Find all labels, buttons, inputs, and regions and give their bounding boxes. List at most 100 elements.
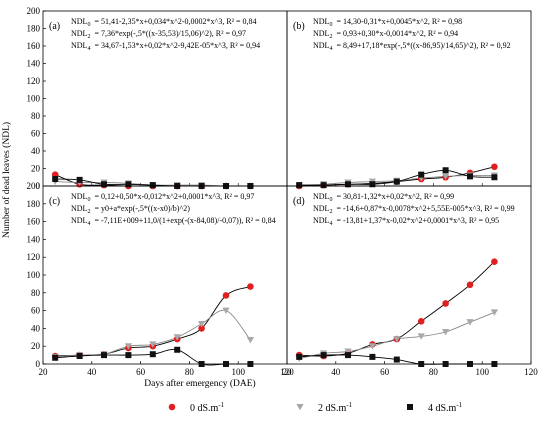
data-point <box>393 356 400 363</box>
regression-equation: NDL2 = 0,93+0,30*x-0,0014*x^2, R² = 0,94 <box>313 29 458 40</box>
x-tick-label: 60 <box>136 367 146 377</box>
data-point <box>442 361 449 367</box>
data-point <box>418 171 425 178</box>
y-tick-label: 140 <box>27 59 41 69</box>
panel-label: (d) <box>293 196 305 207</box>
x-tick-label: 100 <box>231 367 245 377</box>
legend-label: 4 dS.m-1 <box>428 401 463 414</box>
x-tick-label: 60 <box>380 367 390 377</box>
data-point <box>296 182 303 189</box>
equation-subscript: 2 <box>329 34 332 40</box>
panel-frame <box>286 185 532 365</box>
data-point <box>247 361 254 367</box>
regression-equation: NDL4 = 8,49+17,18*exp(-,5*((x-86,95)/14,6… <box>313 41 511 52</box>
data-point <box>247 283 254 290</box>
y-axis-label: Number of dead leaves (NDL) <box>1 122 12 238</box>
regression-equation: NDL0 = 0,12+0,50*x-0,012*x^2+0,0001*x^3, … <box>71 192 254 203</box>
equation-subscript: 4 <box>87 46 90 52</box>
x-tick-label: 40 <box>87 367 97 377</box>
y-tick-label: 100 <box>27 94 41 104</box>
equation-text: = -13,81+1,37*x-0,02*x^2+0,0001*x^3, R² … <box>336 216 499 225</box>
data-point <box>198 325 205 332</box>
equation-name: NDL <box>313 29 330 38</box>
x-tick-label: 80 <box>185 367 195 377</box>
equation-text: = -7,11E+009+11,0/(1+exp(-(x-84,08)/-0,0… <box>94 216 275 225</box>
y-tick-label: 20 <box>31 341 41 351</box>
panel-b: (b) NDL0 = 14,30-0,31*x+0,0045*x^2, R² = 0… <box>286 10 532 190</box>
equation-subscript: 4 <box>87 221 90 227</box>
regression-equation: NDL0 = 51,41-2,35*x+0,034*x^2-0,0002*x^3,… <box>71 17 257 28</box>
data-point <box>246 336 254 344</box>
data-point <box>417 317 425 325</box>
equation-name: NDL <box>313 216 330 225</box>
data-point <box>442 173 450 180</box>
regression-equation: NDL4 = -13,81+1,37*x-0,02*x^2+0,0001*x^3,… <box>313 216 499 227</box>
data-point <box>101 181 107 188</box>
data-point <box>418 361 425 367</box>
data-point <box>442 300 449 307</box>
equation-subscript: 2 <box>87 34 90 40</box>
data-point <box>125 352 132 359</box>
y-tick-label: 60 <box>31 306 41 316</box>
regression-equation: NDL2 = 7,36*exp(-,5*((x-35,53)/15,06)^2),… <box>71 29 246 40</box>
equation-subscript: 0 <box>87 22 90 28</box>
data-point <box>393 336 401 343</box>
data-point <box>393 178 400 185</box>
data-point <box>442 328 450 336</box>
data-point <box>222 292 230 299</box>
legend-label-text: 2 dS.m <box>318 403 347 414</box>
data-point <box>345 352 351 359</box>
data-point <box>467 361 473 367</box>
data-point <box>467 173 473 180</box>
regression-equation: NDL2 = y0+a*exp(-,5*((x-x0)/b)^2) <box>71 204 190 215</box>
data-point <box>320 182 327 189</box>
equation-subscript: 0 <box>329 197 332 203</box>
data-point <box>149 341 157 348</box>
legend-marker <box>168 403 176 411</box>
data-point <box>491 163 498 171</box>
equation-name: NDL <box>71 192 88 201</box>
legend-marker <box>296 404 304 411</box>
y-tick-label: 160 <box>27 41 41 51</box>
regression-equation: NDL4 = -7,11E+009+11,0/(1+exp(-(x-84,08)/… <box>71 216 276 227</box>
data-point <box>52 176 59 182</box>
y-tick-label: 140 <box>27 234 41 244</box>
equation-text: = 0,93+0,30*x-0,0014*x^2, R² = 0,94 <box>336 29 458 38</box>
data-point <box>345 181 351 188</box>
equation-name: NDL <box>71 17 88 26</box>
y-tick-label: 80 <box>31 288 41 298</box>
equation-text: = 14,30-0,31*x+0,0045*x^2, R² = 0,98 <box>336 17 462 26</box>
legend-item: 0 dS.m-1 <box>168 401 225 414</box>
series-curve <box>299 311 495 360</box>
x-tick-label: 40 <box>331 367 341 377</box>
data-point <box>344 348 352 355</box>
equation-name: NDL <box>71 29 88 38</box>
data-point <box>490 309 498 316</box>
y-tick-label: 80 <box>31 111 41 121</box>
y-tick-label: 0 <box>36 181 41 191</box>
equation-name: NDL <box>313 41 330 50</box>
data-point <box>491 361 498 367</box>
equation-subscript: 0 <box>87 197 90 203</box>
x-tick-label: 20 <box>283 367 293 377</box>
equation-text: = 0,12+0,50*x-0,012*x^2+0,0001*x^3, R² =… <box>94 192 254 201</box>
data-point <box>174 346 181 353</box>
equation-subscript: 2 <box>329 209 332 215</box>
y-tick-label: 40 <box>31 146 41 156</box>
x-tick-label: 120 <box>524 367 538 377</box>
panel-label: (b) <box>293 21 305 32</box>
x-tick-label: 80 <box>429 367 439 377</box>
x-axis-label: Days after emergency (DAE) <box>144 378 255 389</box>
equation-text: = 8,49+17,18*exp(-,5*((x-86,95)/14,65)^2… <box>336 41 510 50</box>
data-point <box>223 361 229 367</box>
panel-label: (c) <box>49 196 60 207</box>
data-point <box>101 352 107 359</box>
data-point <box>466 281 474 289</box>
equation-name: NDL <box>313 17 330 26</box>
y-tick-label: 40 <box>31 323 41 333</box>
data-point <box>296 353 303 360</box>
y-tick-label: 0 <box>36 359 41 369</box>
y-tick-label: 180 <box>27 24 41 34</box>
